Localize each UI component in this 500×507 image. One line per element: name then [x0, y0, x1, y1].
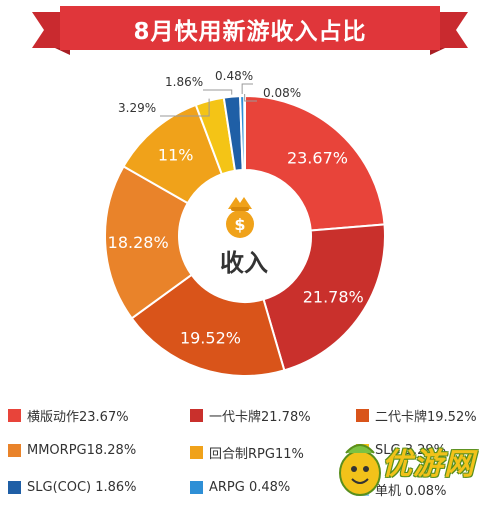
data-label-5: 11% — [158, 145, 194, 164]
data-label-4: 18.28% — [108, 233, 169, 252]
legend-item-2: 一代卡牌21.78% — [190, 406, 311, 425]
donut-chart: 23.67% 21.78% 19.52% 18.28% 11% 3.29% 1.86% 0.4… — [0, 60, 500, 395]
title-banner — [0, 0, 500, 60]
legend-swatch — [190, 446, 203, 459]
legend-label: ARPG 0.48% — [209, 480, 291, 495]
center-label: 收入 — [220, 249, 268, 277]
slice-9 — [243, 94, 246, 172]
legend-label: 二代卡牌19.52% — [375, 410, 477, 425]
data-label-7: 1.86% — [165, 75, 203, 89]
data-label-8: 0.48% — [215, 69, 253, 83]
legend-label: 回合制RPG11% — [209, 447, 304, 462]
legend-label: 横版动作23.67% — [27, 410, 129, 425]
legend-label: 单机 0.08% — [375, 484, 447, 499]
leader-line-9 — [244, 94, 257, 102]
legend-item-4: MMORPG18.28% — [8, 443, 136, 458]
data-label-2: 21.78% — [303, 288, 364, 307]
legend-label: SLG 3.29% — [375, 443, 446, 458]
leader-line-7 — [203, 89, 233, 95]
leader-line-6 — [160, 98, 210, 117]
legend-item-5: 回合制RPG11% — [190, 443, 304, 462]
legend-item-1: 横版动作23.67% — [8, 406, 129, 425]
watermark: 优游网 — [334, 433, 494, 503]
legend-swatch — [8, 481, 21, 494]
money-bag-icon: $ — [226, 197, 254, 238]
legend-item-7: SLG(COC) 1.86% — [8, 480, 137, 495]
legend-swatch — [356, 409, 369, 422]
legend-swatch — [8, 444, 21, 457]
watermark-text: 优游网 — [382, 447, 475, 482]
page-title: 8月快用新游收入占比 — [133, 19, 367, 45]
legend-swatch — [190, 481, 203, 494]
data-label-9: 0.08% — [263, 86, 301, 100]
legend-label: SLG(COC) 1.86% — [27, 480, 137, 495]
svg-text:$: $ — [234, 215, 245, 234]
leader-line-8 — [241, 83, 253, 95]
legend-swatch — [190, 409, 203, 422]
legend-item-3: 二代卡牌19.52% — [356, 406, 477, 425]
data-label-1: 23.67% — [287, 148, 348, 167]
data-label-3: 19.52% — [180, 328, 241, 347]
legend-label: MMORPG18.28% — [27, 443, 137, 458]
data-label-6: 3.29% — [118, 101, 156, 115]
legend-label: 一代卡牌21.78% — [209, 410, 311, 425]
legend-swatch — [8, 409, 21, 422]
legend: 横版动作23.67% 一代卡牌21.78% 二代卡牌19.52% MMORPG18.2… — [0, 398, 500, 507]
legend-item-8: ARPG 0.48% — [190, 480, 290, 495]
